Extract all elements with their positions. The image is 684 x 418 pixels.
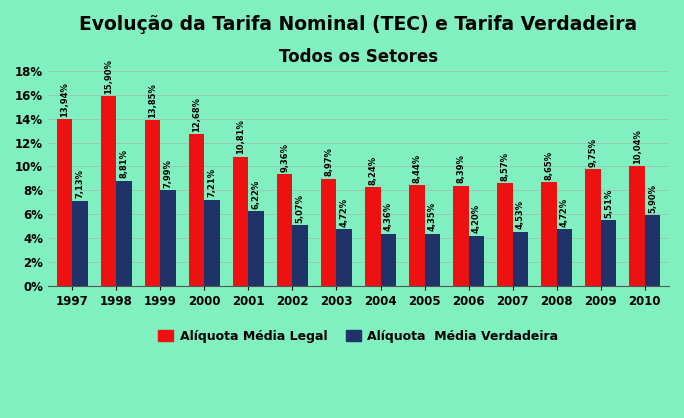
Bar — [233, 157, 248, 285]
Text: 7,13%: 7,13% — [75, 169, 84, 198]
Bar — [541, 183, 557, 285]
Text: 8,97%: 8,97% — [324, 148, 333, 176]
Text: 4,20%: 4,20% — [472, 204, 481, 233]
Bar — [425, 234, 440, 285]
Text: 10,04%: 10,04% — [633, 129, 642, 163]
Bar — [73, 201, 88, 285]
Text: 8,81%: 8,81% — [120, 149, 129, 178]
Text: 6,22%: 6,22% — [252, 180, 261, 209]
Bar — [337, 229, 352, 285]
Bar — [512, 232, 528, 285]
Bar — [248, 212, 264, 285]
Text: 9,36%: 9,36% — [280, 143, 289, 172]
Legend: Alíquota Média Legal, Alíquota  Média Verdadeira: Alíquota Média Legal, Alíquota Média Ver… — [153, 325, 564, 348]
Bar — [645, 215, 660, 285]
Text: 8,39%: 8,39% — [456, 154, 465, 183]
Bar — [601, 220, 616, 285]
Text: 7,21%: 7,21% — [207, 168, 217, 197]
Bar — [586, 169, 601, 285]
Text: 15,90%: 15,90% — [104, 59, 113, 94]
Text: 5,90%: 5,90% — [648, 184, 657, 213]
Text: 7,99%: 7,99% — [163, 159, 172, 188]
Bar — [57, 120, 73, 285]
Bar — [497, 184, 512, 285]
Bar — [145, 120, 160, 285]
Bar — [453, 186, 469, 285]
Bar — [409, 185, 425, 285]
Text: 13,85%: 13,85% — [148, 83, 157, 118]
Text: 9,75%: 9,75% — [588, 138, 598, 167]
Bar — [557, 229, 572, 285]
Bar — [321, 178, 337, 285]
Bar — [101, 96, 116, 285]
Text: 8,44%: 8,44% — [412, 153, 421, 183]
Text: 8,65%: 8,65% — [544, 151, 553, 180]
Text: 8,57%: 8,57% — [501, 152, 510, 181]
Text: 4,72%: 4,72% — [560, 198, 569, 227]
Text: 5,07%: 5,07% — [295, 194, 304, 223]
Bar — [116, 181, 131, 285]
Bar — [380, 234, 396, 285]
Bar — [293, 225, 308, 285]
Text: Todos os Setores: Todos os Setores — [279, 48, 438, 66]
Text: 5,51%: 5,51% — [604, 189, 613, 217]
Bar — [205, 200, 220, 285]
Title: Evolução da Tarifa Nominal (TEC) e Tarifa Verdadeira: Evolução da Tarifa Nominal (TEC) e Tarif… — [79, 15, 637, 34]
Text: 13,94%: 13,94% — [60, 82, 69, 117]
Text: 8,24%: 8,24% — [368, 156, 378, 185]
Bar — [469, 236, 484, 285]
Text: 4,36%: 4,36% — [384, 202, 393, 231]
Text: 10,81%: 10,81% — [236, 120, 245, 154]
Bar — [629, 166, 645, 285]
Text: 12,68%: 12,68% — [192, 97, 201, 132]
Bar — [160, 190, 176, 285]
Bar — [365, 187, 380, 285]
Text: 4,72%: 4,72% — [340, 198, 349, 227]
Text: 4,53%: 4,53% — [516, 200, 525, 229]
Text: 4,35%: 4,35% — [428, 202, 437, 232]
Bar — [189, 135, 205, 285]
Bar — [277, 174, 293, 285]
